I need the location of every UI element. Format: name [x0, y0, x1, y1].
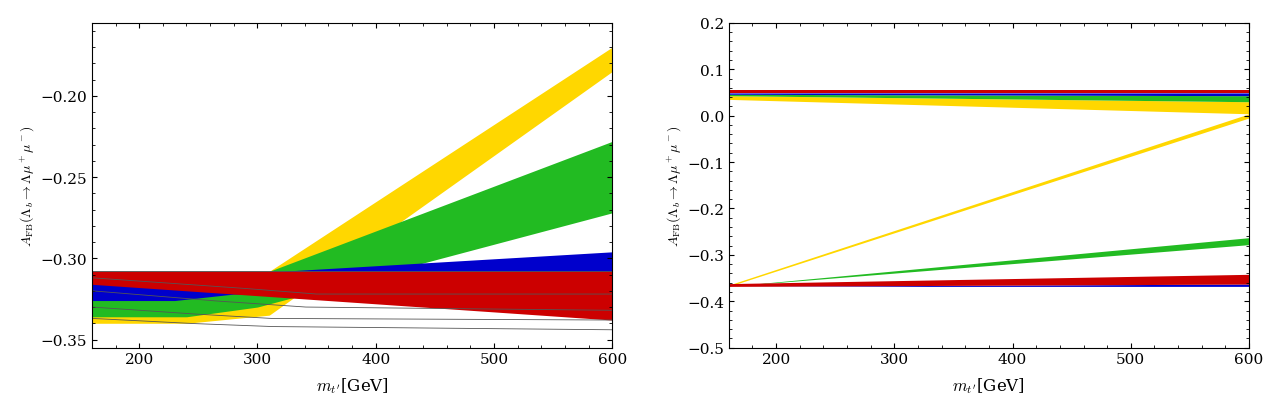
X-axis label: $m_{t^{\prime}}$[GeV]: $m_{t^{\prime}}$[GeV] [315, 375, 388, 395]
Y-axis label: $A_{\mathrm{FB}}(\Lambda_b \to \Lambda \mu^+ \mu^-)$: $A_{\mathrm{FB}}(\Lambda_b \to \Lambda \… [665, 125, 683, 247]
Y-axis label: $A_{\mathrm{FB}}(\Lambda_b \to \Lambda \mu^+ \mu^-)$: $A_{\mathrm{FB}}(\Lambda_b \to \Lambda \… [18, 125, 36, 247]
X-axis label: $m_{t^{\prime}}$[GeV]: $m_{t^{\prime}}$[GeV] [953, 375, 1026, 395]
